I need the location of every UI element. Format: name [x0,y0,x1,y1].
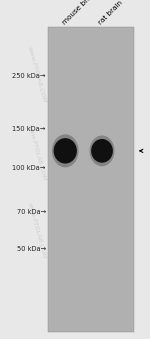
Text: 250 kDa→: 250 kDa→ [12,73,46,79]
Text: www.PTGLAB.COM: www.PTGLAB.COM [26,124,46,181]
Bar [48,27,134,332]
Ellipse shape [90,135,114,166]
Text: 70 kDa→: 70 kDa→ [17,209,46,215]
Ellipse shape [54,138,77,164]
Text: 150 kDa→: 150 kDa→ [12,126,46,132]
Text: rat brain: rat brain [98,0,124,25]
Text: www.PTGLAB.COM: www.PTGLAB.COM [26,202,46,259]
Ellipse shape [91,139,113,163]
Text: mouse brain: mouse brain [61,0,97,25]
Text: 50 kDa→: 50 kDa→ [17,246,46,252]
Text: www.PTGLAB.COM: www.PTGLAB.COM [26,46,46,103]
Ellipse shape [52,134,79,167]
Text: 100 kDa→: 100 kDa→ [12,165,46,171]
